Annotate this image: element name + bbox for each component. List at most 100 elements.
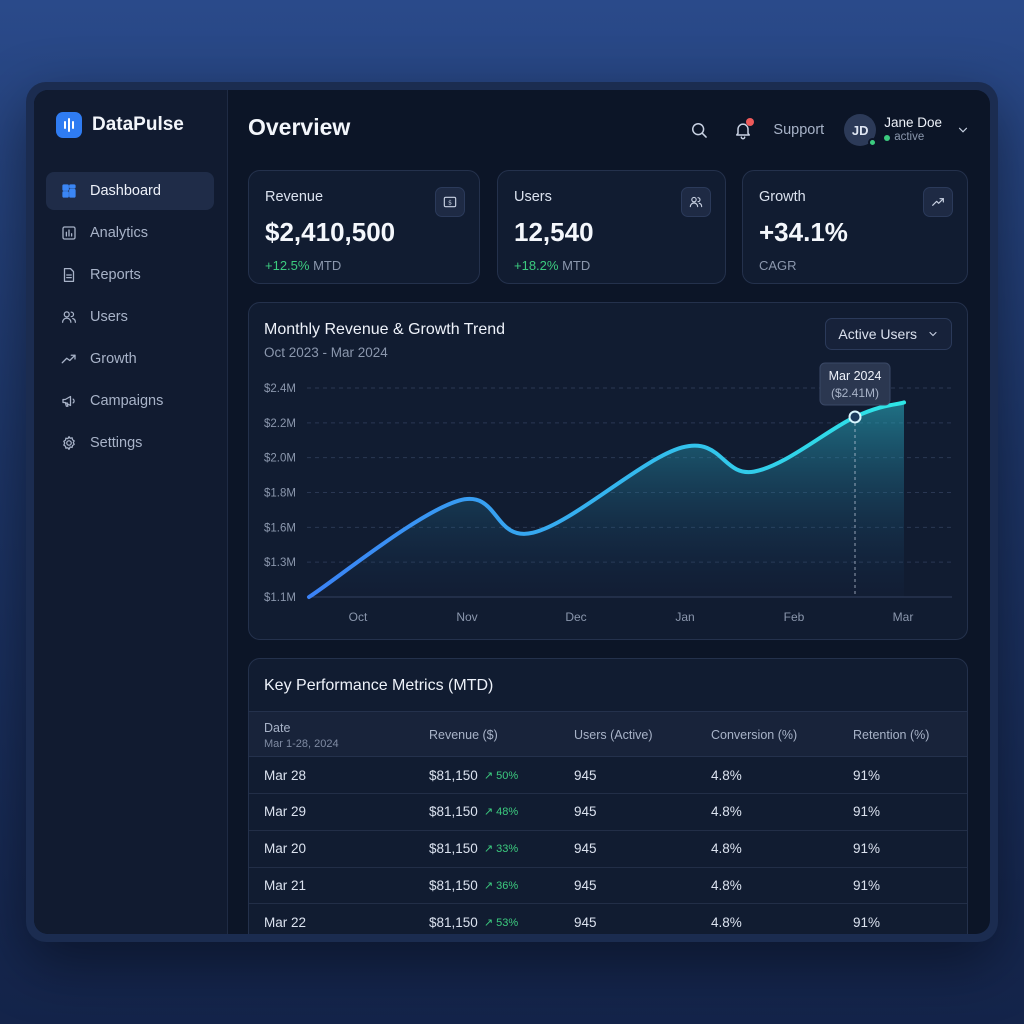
column-header-label: Conversion (%) (711, 728, 798, 742)
table-cell: Mar 22 (264, 904, 306, 934)
sidebar-item-growth[interactable]: Growth (46, 340, 214, 378)
brand[interactable]: DataPulse (56, 112, 184, 138)
cell-users: 945 (574, 914, 597, 930)
table-cell: Mar 28 (264, 757, 306, 793)
column-header[interactable]: Date Mar 1-28, 2024 (264, 712, 339, 758)
cell-users: 945 (574, 767, 597, 783)
status-dot-icon (884, 135, 891, 142)
sidebar-item-dashboard[interactable]: Dashboard (46, 172, 214, 210)
table-cell: Mar 21 (264, 867, 306, 903)
stat-card-users[interactable]: Users 12,540 +18.2% MTD (497, 170, 726, 284)
cell-retention: 91% (853, 914, 881, 930)
column-header-label: Date (264, 720, 291, 735)
cell-retention: 91% (853, 767, 881, 783)
metric-select[interactable]: Active Users (825, 318, 952, 350)
sidebar-item-reports[interactable]: Reports (46, 256, 214, 294)
column-header[interactable]: Users (Active) (574, 712, 652, 758)
sidebar-item-analytics[interactable]: Analytics (46, 214, 214, 252)
stat-value: +34.1% (759, 217, 848, 247)
topbar: Overview Support JD (248, 110, 970, 150)
column-header-label: Retention (%) (853, 728, 930, 742)
cell-conversion: 4.8% (711, 877, 742, 893)
main-content: Overview Support JD (228, 90, 990, 934)
sidebar-item-users[interactable]: Users (46, 298, 214, 336)
column-header[interactable]: Revenue ($) (429, 712, 498, 758)
y-tick-label: $1.6M (264, 522, 296, 534)
tooltip-title: Mar 2024 (829, 369, 882, 383)
stat-card-revenue[interactable]: Revenue $2,410,500 +12.5% MTD $ (248, 170, 480, 284)
cell-date: Mar 21 (264, 877, 307, 893)
revenue-delta: ↗ 53% (483, 916, 519, 929)
table-cell: 945 (574, 831, 597, 867)
y-tick-label: $1.1M (264, 592, 296, 604)
sidebar-item-label: Growth (90, 351, 137, 367)
column-header[interactable]: Conversion (%) (711, 712, 797, 758)
reports-icon (63, 267, 75, 283)
user-menu[interactable]: JD Jane Doe active (844, 114, 970, 147)
cell-users: 945 (574, 804, 597, 820)
table-row[interactable]: Mar 21 $81,150 ↗ 36% 945 4.8% 91% (249, 867, 967, 905)
table-header: Date Mar 1-28, 2024 Revenue ($) Users (Acti… (249, 711, 967, 757)
cell-retention: 91% (853, 804, 881, 820)
sidebar-item-label: Analytics (90, 225, 149, 241)
table-cell: 4.8% (711, 757, 742, 793)
x-tick-label: Feb (784, 610, 805, 624)
revenue-delta: ↗ 50% (483, 769, 519, 782)
analytics-icon (62, 226, 76, 240)
cell-date: Mar 29 (264, 804, 307, 820)
stat-label: Users (514, 189, 552, 205)
chart-tooltip: Mar 2024 ($2.41M) (819, 362, 891, 406)
table-row[interactable]: Mar 28 $81,150 ↗ 50% 945 4.8% 91% (249, 757, 967, 794)
y-tick-label: $2.4M (264, 383, 296, 395)
table-row[interactable]: Mar 20 $81,150 ↗ 33% 945 4.8% 91% (249, 831, 967, 868)
sidebar-item-label: Dashboard (90, 183, 161, 199)
table-row[interactable]: Mar 29 $81,150 ↗ 48% 945 4.8% 91% (249, 794, 967, 831)
support-link[interactable]: Support (773, 122, 825, 138)
notifications-button[interactable] (729, 116, 757, 144)
sidebar: DataPulse Dashboard Analytics Reports Users… (34, 90, 228, 934)
column-header-sub: Mar 1-28, 2024 (264, 737, 339, 750)
table-cell: $81,150 ↗ 36% (429, 867, 518, 903)
avatar: JD (844, 114, 878, 147)
notification-badge (746, 118, 755, 126)
search-button[interactable] (685, 116, 713, 144)
column-header-label: Revenue ($) (429, 728, 498, 742)
chevron-down-icon (958, 127, 968, 133)
table-cell: 4.8% (711, 794, 742, 830)
sidebar-item-campaigns[interactable]: Campaigns (46, 382, 214, 420)
revenue-chart[interactable]: $2.4M $2.2M $2.0M $1.8M $1.6M $1.3M $1.1M Oct No… (249, 303, 969, 641)
y-tick-label: $1.3M (264, 557, 296, 569)
table-cell: 91% (853, 794, 880, 830)
revenue-delta: ↗ 33% (483, 843, 519, 856)
app-frame: DataPulse Dashboard Analytics Reports Users… (26, 82, 998, 942)
table-cell: 4.8% (711, 904, 742, 934)
table-cell: 945 (574, 904, 597, 934)
table-cell: 91% (853, 867, 880, 903)
y-tick-label: $2.2M (264, 418, 296, 430)
column-header[interactable]: Retention (%) (853, 712, 929, 758)
cell-date: Mar 20 (264, 841, 307, 857)
table-cell: 4.8% (711, 867, 742, 903)
table-cell: Mar 29 (264, 794, 306, 830)
kpi-table-card: Key Performance Metrics (MTD) Date Mar 1-… (248, 658, 968, 934)
table-row[interactable]: Mar 22 $81,150 ↗ 53% 945 4.8% 91% (249, 904, 967, 934)
page-title: Overview (248, 114, 351, 140)
table-cell: 945 (574, 757, 597, 793)
table-cell: 91% (853, 904, 880, 934)
table-cell: 91% (853, 757, 880, 793)
revenue-chart-card: Monthly Revenue & Growth Trend Oct 2023 … (248, 302, 968, 640)
top-actions: Support JD Jane Doe active (685, 110, 970, 150)
online-indicator (868, 138, 878, 147)
stat-card-growth[interactable]: Growth +34.1% CAGR (742, 170, 968, 284)
cell-revenue: $81,150 (429, 877, 478, 893)
cell-conversion: 4.8% (711, 767, 742, 783)
sidebar-item-label: Reports (90, 267, 141, 283)
cell-date: Mar 22 (264, 914, 307, 930)
stat-label: Growth (759, 189, 806, 205)
highlight-point[interactable] (848, 410, 862, 424)
table-title: Key Performance Metrics (MTD) (264, 677, 494, 694)
sidebar-item-settings[interactable]: Settings (46, 424, 214, 462)
revenue-delta: ↗ 36% (483, 879, 519, 892)
wallet-icon: $ (435, 187, 465, 217)
pulse-logo-icon (56, 112, 82, 138)
